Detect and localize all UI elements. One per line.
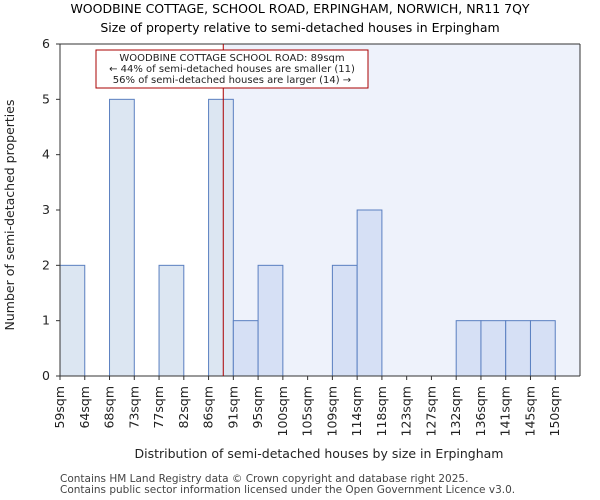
x-tick-label: 59sqm: [52, 386, 67, 429]
y-tick-label: 1: [42, 313, 50, 328]
x-tick-label: 68sqm: [102, 386, 117, 429]
bar-114sqm: [356, 209, 383, 377]
annotation-line-1: WOODBINE COTTAGE SCHOOL ROAD: 89sqm: [119, 53, 344, 64]
y-tick-label: 4: [42, 147, 50, 162]
bar-145sqm: [529, 320, 556, 377]
x-tick-label: 118sqm: [374, 386, 389, 436]
bar-68sqm: [109, 98, 135, 377]
y-axis: 0 1 2 3 4 5 6: [42, 36, 581, 383]
bar-132sqm: [455, 320, 482, 377]
x-tick-label: 91sqm: [225, 386, 240, 429]
x-tick-label: 150sqm: [547, 386, 562, 436]
y-tick-label: 5: [42, 91, 50, 106]
bar-136sqm: [480, 320, 507, 377]
x-tick-label: 82sqm: [176, 386, 191, 429]
bar-86sqm: [208, 98, 234, 377]
y-tick-label: 6: [42, 36, 50, 51]
x-tick-label: 136sqm: [473, 386, 488, 436]
bar-91sqm: [232, 320, 259, 377]
y-tick-label: 3: [42, 202, 50, 217]
x-tick-label: 109sqm: [324, 386, 339, 436]
chart-subtitle: Size of property relative to semi-detach…: [100, 20, 499, 35]
x-tick-label: 77sqm: [151, 386, 166, 429]
annotation: WOODBINE COTTAGE SCHOOL ROAD: 89sqm← 44%…: [95, 44, 369, 376]
chart-title: WOODBINE COTTAGE, SCHOOL ROAD, ERPINGHAM…: [70, 1, 529, 16]
y-tick-label: 0: [42, 368, 50, 383]
bar-77sqm: [158, 264, 185, 377]
bars: [59, 98, 556, 377]
footer-line-1: Contains HM Land Registry data © Crown c…: [60, 473, 469, 485]
x-axis: 59sqm 64sqm 68sqm 73sqm 77sqm 82sqm 86sqm 91sqm…: [52, 375, 580, 436]
x-tick-label: 86sqm: [201, 386, 216, 429]
x-tick-label: 95sqm: [250, 386, 265, 429]
x-tick-label: 73sqm: [126, 386, 141, 429]
x-tick-label: 64sqm: [77, 386, 92, 429]
y-axis-label: Number of semi-detached properties: [2, 100, 17, 331]
x-tick-label: 145sqm: [522, 386, 537, 436]
x-tick-label: 105sqm: [300, 386, 315, 436]
x-tick-label: 114sqm: [349, 386, 364, 436]
x-tick-label: 132sqm: [448, 386, 463, 436]
bar-109sqm: [331, 264, 358, 377]
x-tick-label: 127sqm: [423, 386, 438, 436]
bar-59sqm: [59, 264, 86, 377]
y-tick-label: 2: [42, 257, 50, 272]
x-tick-label: 141sqm: [498, 386, 513, 436]
x-tick-label: 123sqm: [399, 386, 414, 436]
annotation-box: [95, 49, 369, 89]
bar-95sqm: [257, 264, 284, 377]
x-axis-label: Distribution of semi-detached houses by …: [135, 446, 504, 461]
bar-141sqm: [505, 320, 531, 377]
x-tick-label: 100sqm: [275, 386, 290, 436]
footer-line-2: Contains public sector information licen…: [60, 484, 516, 496]
annotation-line-3: 56% of semi-detached houses are larger (…: [113, 75, 351, 86]
annotation-line-2: ← 44% of semi-detached houses are smalle…: [109, 64, 355, 75]
